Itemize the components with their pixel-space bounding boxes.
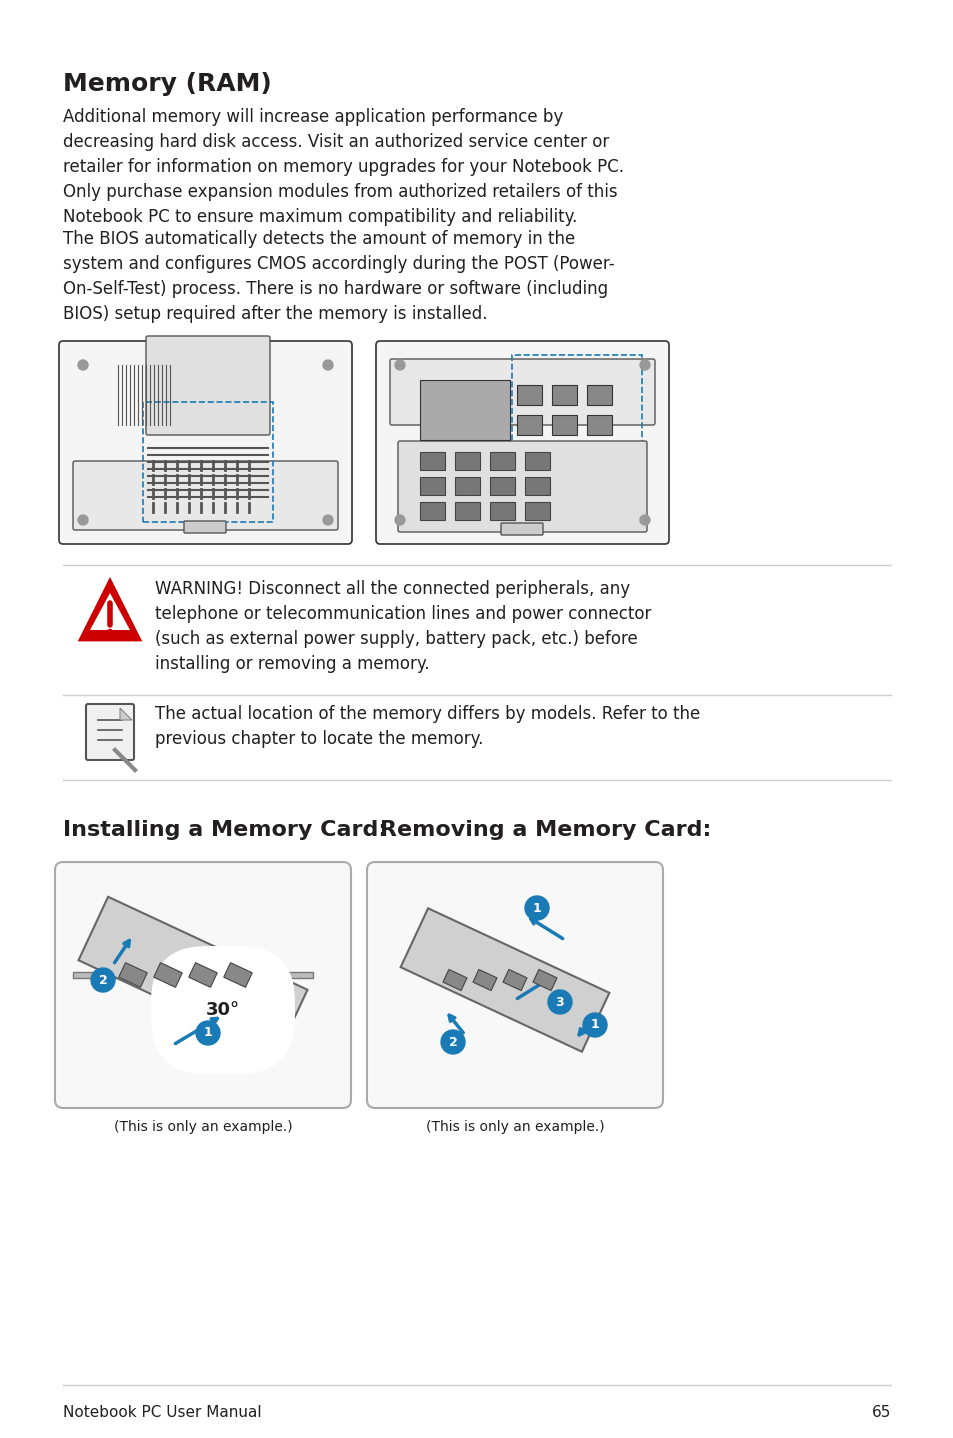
Bar [586,385,612,406]
Polygon shape [73,972,313,978]
Bar [524,452,550,470]
Circle shape [323,515,333,525]
Text: Notebook PC User Manual: Notebook PC User Manual [63,1405,261,1419]
Bar [490,477,515,495]
FancyBboxPatch shape [73,462,337,531]
Text: The BIOS automatically detects the amount of memory in the
system and configures: The BIOS automatically detects the amoun… [63,230,614,324]
Text: Additional memory will increase application performance by
decreasing hard disk : Additional memory will increase applicat… [63,108,623,226]
Circle shape [91,968,115,992]
Bar [455,477,479,495]
Circle shape [395,360,405,370]
FancyBboxPatch shape [397,441,646,532]
Bar [419,477,444,495]
Circle shape [547,989,572,1014]
Polygon shape [78,897,307,1053]
Polygon shape [118,962,147,988]
Circle shape [639,360,649,370]
Bar [419,452,444,470]
Text: 1: 1 [590,1018,598,1031]
Text: 2: 2 [448,1035,456,1048]
FancyBboxPatch shape [86,705,133,761]
Polygon shape [400,909,609,1051]
Bar [490,502,515,521]
Bar [524,502,550,521]
FancyBboxPatch shape [184,521,226,533]
FancyBboxPatch shape [375,341,668,544]
FancyBboxPatch shape [390,360,655,426]
Polygon shape [189,962,217,988]
Bar [552,385,577,406]
Polygon shape [502,969,526,991]
Text: Removing a Memory Card:: Removing a Memory Card: [379,820,711,840]
Bar [490,452,515,470]
Polygon shape [120,707,132,720]
Bar [143,403,273,522]
Polygon shape [90,592,130,630]
Polygon shape [153,962,182,988]
Text: (This is only an example.): (This is only an example.) [425,1120,603,1135]
Circle shape [524,896,548,920]
Text: Installing a Memory Card:: Installing a Memory Card: [63,820,387,840]
Bar [517,385,541,406]
Bar [552,444,577,464]
Bar [455,452,479,470]
Circle shape [582,1012,606,1037]
FancyBboxPatch shape [55,861,351,1109]
Polygon shape [473,969,497,991]
Text: 30°: 30° [206,1001,240,1020]
Bar [552,416,577,436]
Text: 1: 1 [203,1027,213,1040]
Bar [419,502,444,521]
Text: 1: 1 [532,902,540,915]
Circle shape [195,1021,220,1045]
Circle shape [78,515,88,525]
Text: (This is only an example.): (This is only an example.) [113,1120,292,1135]
Text: The actual location of the memory differs by models. Refer to the
previous chapt: The actual location of the memory differ… [154,705,700,748]
Circle shape [108,630,112,634]
Bar [517,444,541,464]
Text: 65: 65 [871,1405,890,1419]
Bar [419,380,510,440]
Text: 3: 3 [555,995,564,1008]
FancyBboxPatch shape [500,523,542,535]
FancyBboxPatch shape [146,336,270,436]
FancyBboxPatch shape [367,861,662,1109]
Circle shape [440,1030,464,1054]
Bar [512,355,641,475]
Polygon shape [442,969,467,991]
Circle shape [395,515,405,525]
Text: 2: 2 [98,974,108,986]
Polygon shape [224,962,252,988]
Text: Memory (RAM): Memory (RAM) [63,72,272,96]
FancyBboxPatch shape [59,341,352,544]
Polygon shape [533,969,557,991]
Circle shape [639,515,649,525]
Text: WARNING! Disconnect all the connected peripherals, any
telephone or telecommunic: WARNING! Disconnect all the connected pe… [154,580,651,673]
Bar [517,416,541,436]
Polygon shape [80,580,140,640]
Circle shape [78,360,88,370]
Bar [586,444,612,464]
Bar [524,477,550,495]
Bar [586,416,612,436]
Bar [455,502,479,521]
Circle shape [323,360,333,370]
